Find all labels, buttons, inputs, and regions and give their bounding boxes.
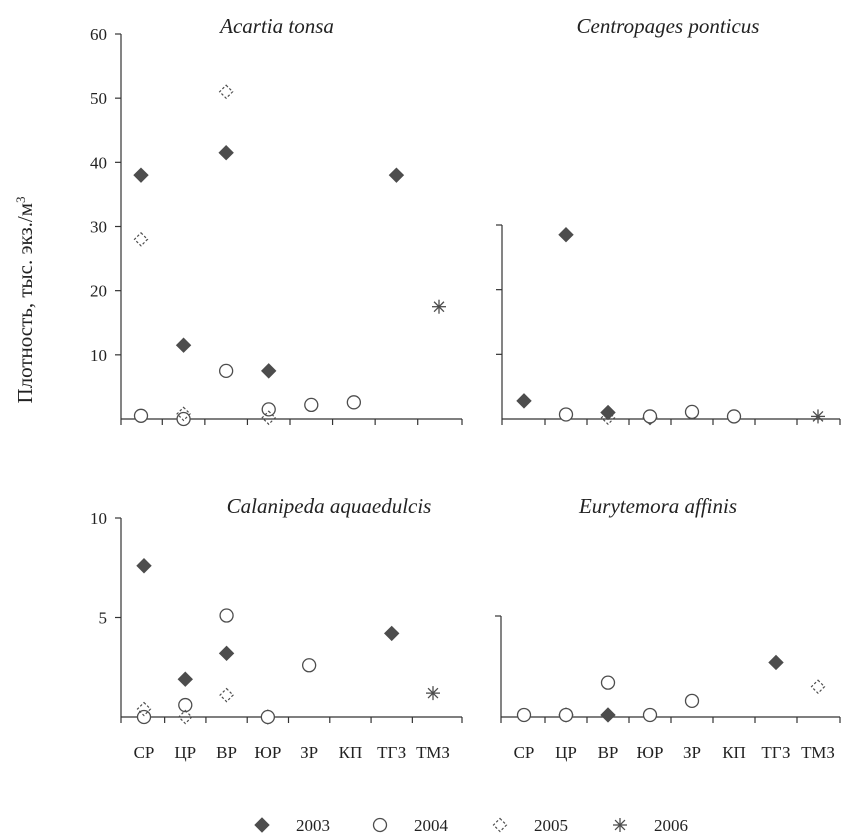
data-point-2004 xyxy=(642,707,658,723)
y-axis-title: Плотность, тыс. экз./м3 xyxy=(13,196,38,403)
data-point-2003 xyxy=(218,645,235,662)
panel-title: Acartia tonsa xyxy=(218,14,334,38)
data-point-2004 xyxy=(133,408,149,423)
y-axis-title-text: Плотность, тыс. экз./м xyxy=(13,203,37,404)
data-point-2006 xyxy=(811,409,825,424)
legend-item-2006: 2006 xyxy=(613,816,688,835)
x-category-label: ЗР xyxy=(300,743,318,762)
data-point-2004 xyxy=(516,707,532,723)
data-point-2004 xyxy=(178,697,193,713)
data-point-2003 xyxy=(768,654,784,671)
data-point-2004 xyxy=(642,409,658,424)
y-tick-label: 30 xyxy=(90,218,107,237)
panel-2: Centropages ponticus xyxy=(496,14,841,426)
panel-title: Centropages ponticus xyxy=(577,14,760,38)
data-point-2004 xyxy=(600,675,616,690)
legend-marker-2004 xyxy=(372,817,388,833)
data-point-2003 xyxy=(218,145,234,161)
data-point-2004 xyxy=(684,693,700,708)
y-tick-label: 10 xyxy=(90,509,107,528)
panel-title: Eurytemora affinis xyxy=(578,494,737,518)
data-point-2005 xyxy=(136,701,152,717)
x-category-label: ТГЗ xyxy=(377,743,406,762)
x-category-label: ЦР xyxy=(555,743,577,762)
x-category-label: КП xyxy=(339,743,363,762)
y-tick-label: 60 xyxy=(90,25,107,44)
legend-marker-2006 xyxy=(613,818,627,832)
data-point-2003 xyxy=(558,226,574,243)
data-point-2004 xyxy=(684,404,700,420)
y-axis-title-sup: 3 xyxy=(13,196,28,203)
legend-item-2004: 2004 xyxy=(372,816,449,835)
x-category-label: ВР xyxy=(216,743,237,762)
y-tick-label: 10 xyxy=(90,346,107,365)
data-point-2003 xyxy=(384,625,400,642)
data-point-2003 xyxy=(600,707,616,723)
x-category-label: КП xyxy=(722,743,746,762)
data-point-2004 xyxy=(558,407,574,422)
data-point-2005 xyxy=(177,709,193,725)
legend-label: 2004 xyxy=(414,816,449,835)
x-category-label: ЮР xyxy=(254,743,281,762)
data-point-2005 xyxy=(176,406,191,422)
data-point-2005 xyxy=(219,687,234,703)
x-category-label: ТГЗ xyxy=(761,743,790,762)
data-point-2004 xyxy=(176,411,191,427)
y-tick-label: 50 xyxy=(90,89,107,108)
data-point-2003 xyxy=(600,404,616,421)
data-point-2004 xyxy=(136,709,152,725)
x-category-label: ВР xyxy=(598,743,619,762)
data-point-2005 xyxy=(600,410,616,426)
x-category-label: ЦР xyxy=(174,743,196,762)
panel-3: 5 10 Calanipeda aquaedulcis xyxy=(90,494,463,725)
data-point-2005 xyxy=(218,84,234,100)
data-point-2004 xyxy=(558,707,574,723)
legend-marker-2003 xyxy=(254,817,270,833)
data-point-2004 xyxy=(346,395,362,410)
data-point-2005 xyxy=(133,231,149,247)
data-point-2003 xyxy=(177,671,193,687)
legend-item-2005: 2005 xyxy=(492,816,568,835)
x-category-label: ТМЗ xyxy=(801,743,835,762)
data-point-2004 xyxy=(260,709,276,725)
panel-4: Eurytemora affinis xyxy=(495,494,841,723)
data-point-2004 xyxy=(726,409,742,424)
x-category-label: ЮР xyxy=(637,743,664,762)
data-point-2003 xyxy=(136,558,152,574)
legend-marker-2005 xyxy=(492,817,508,833)
data-point-2004 xyxy=(219,608,234,623)
legend-label: 2005 xyxy=(534,816,568,835)
data-point-2004 xyxy=(261,402,276,417)
legend-item-2003: 2003 xyxy=(254,816,330,835)
data-point-2004 xyxy=(218,363,234,379)
x-category-label: ТМЗ xyxy=(416,743,450,762)
panels: 10 20 30 40 50 60 Acartia tonsa Centropages pon… xyxy=(90,14,841,725)
data-point-2005 xyxy=(261,410,277,426)
data-point-2003 xyxy=(133,167,149,183)
x-category-label: СР xyxy=(134,743,155,762)
data-point-2003 xyxy=(516,393,532,409)
y-tick-label: 40 xyxy=(90,153,107,172)
data-point-2003 xyxy=(388,167,405,183)
x-category-labels: СР ЦР ВР ЮР ЗР КП ТГЗ ТМЗ СР ЦР ВР ЮР ЗР КП ТГЗ ТМЗ xyxy=(134,743,835,762)
legend: 2003 2004 2005 2006 xyxy=(254,816,688,835)
data-point-2003 xyxy=(261,363,277,379)
legend-label: 2006 xyxy=(654,816,688,835)
data-point-2006 xyxy=(432,299,446,314)
x-category-label: СР xyxy=(514,743,535,762)
panel-1: 10 20 30 40 50 60 Acartia tonsa xyxy=(90,14,463,427)
data-point-2004 xyxy=(301,658,317,673)
x-category-label: ЗР xyxy=(683,743,701,762)
legend-label: 2003 xyxy=(296,816,330,835)
data-point-2006 xyxy=(426,686,440,701)
data-point-2005 xyxy=(810,679,826,695)
y-tick-label: 5 xyxy=(99,609,108,628)
y-tick-label: 20 xyxy=(90,282,107,301)
data-point-2003 xyxy=(175,337,192,353)
panel-title: Calanipeda aquaedulcis xyxy=(227,494,432,518)
data-point-2004 xyxy=(304,397,319,413)
